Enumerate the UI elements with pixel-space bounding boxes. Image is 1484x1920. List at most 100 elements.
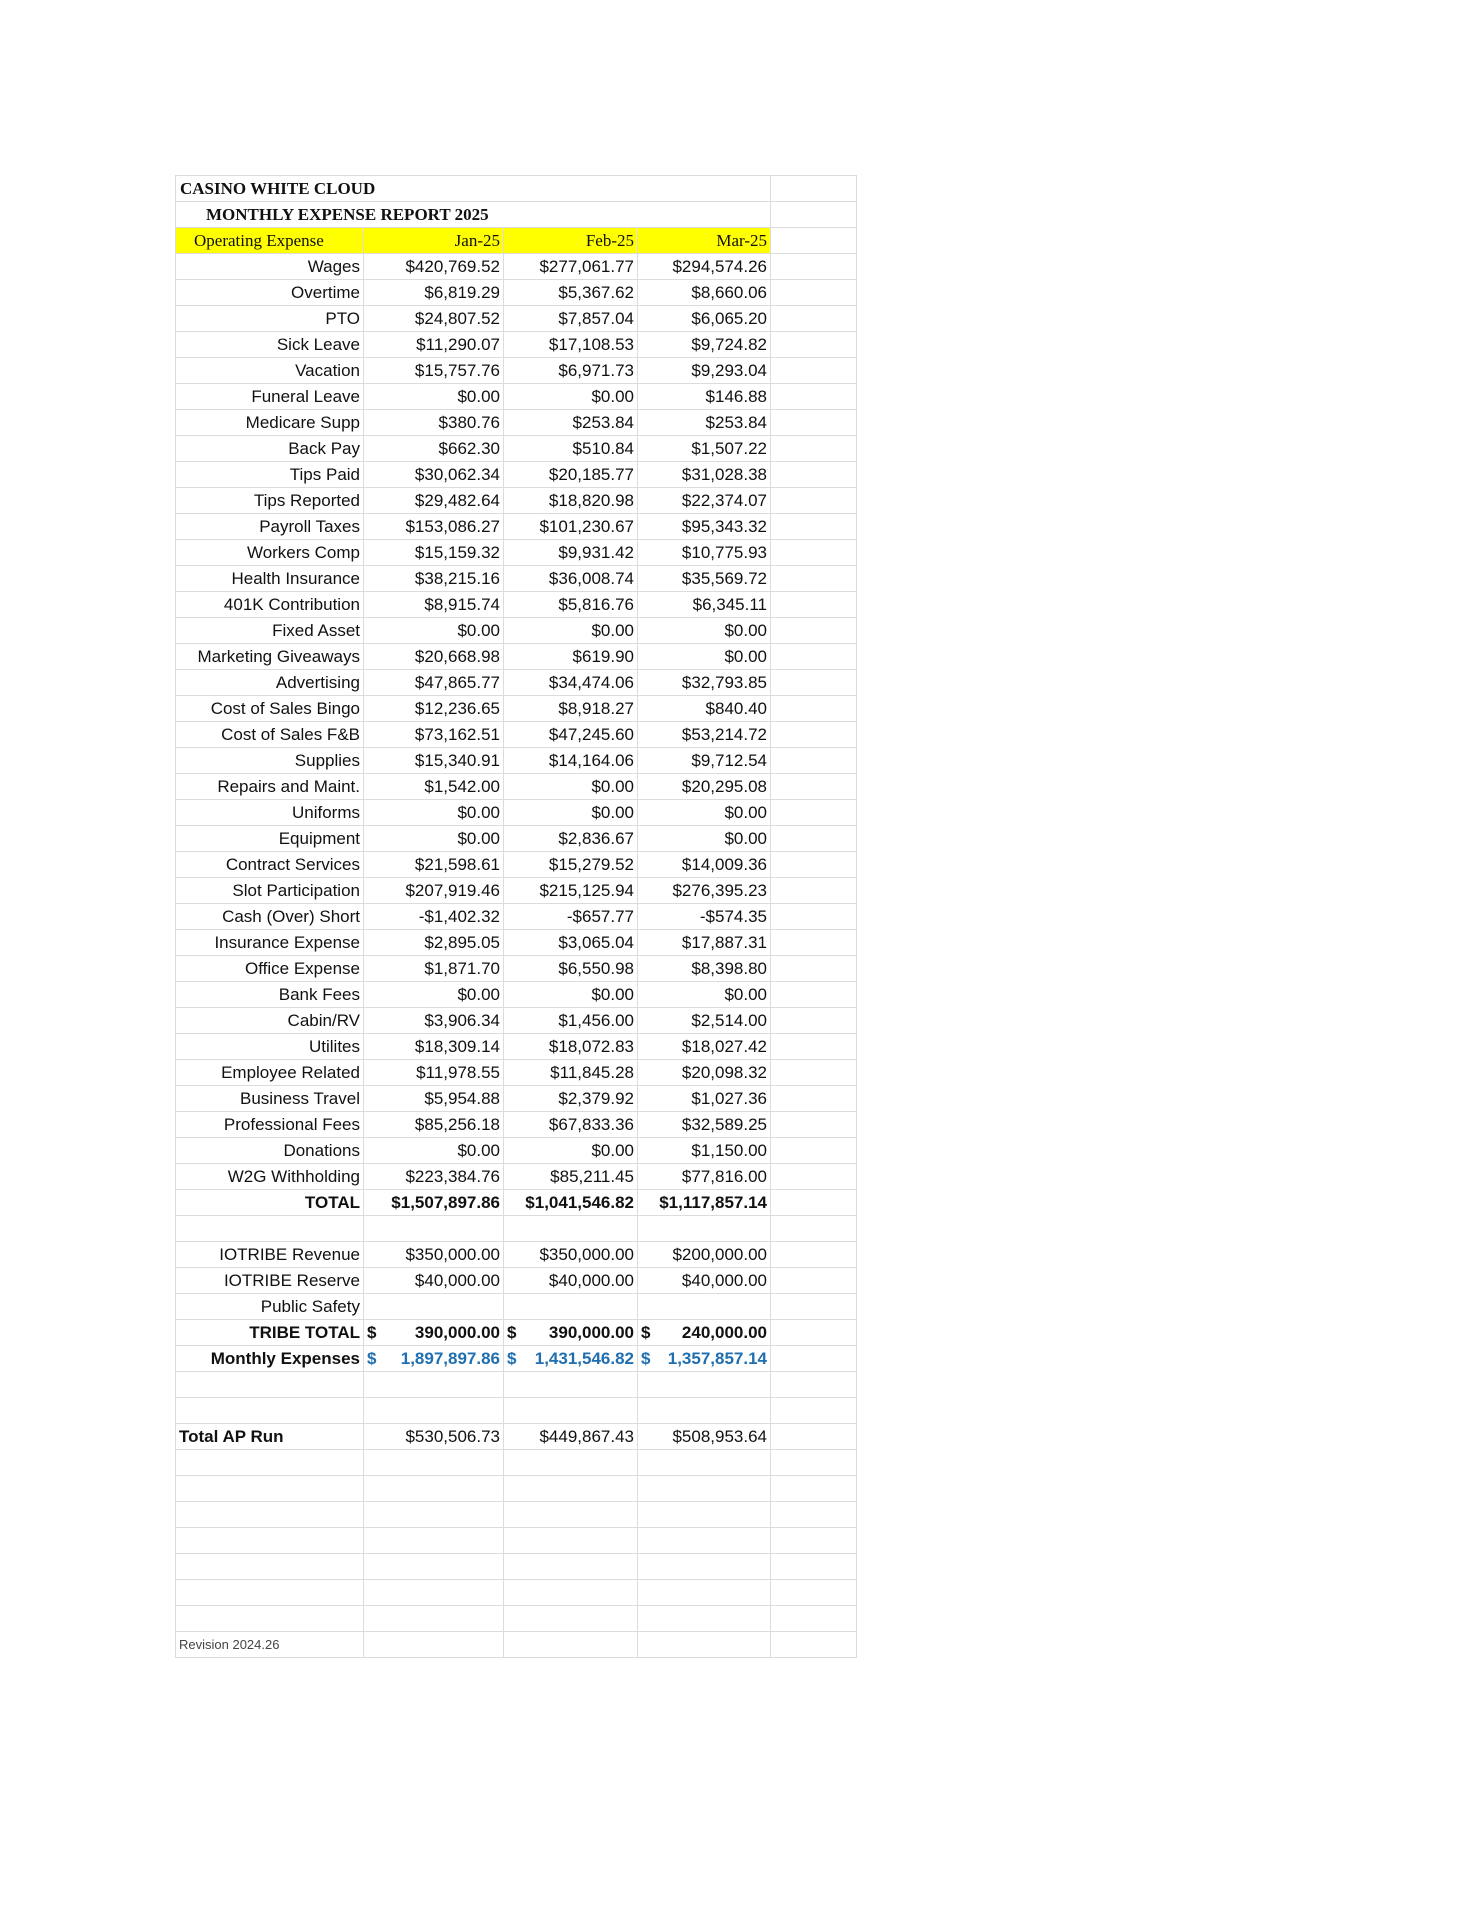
cell-value: $40,000.00 <box>503 1267 638 1294</box>
cell-value: $17,887.31 <box>637 929 771 956</box>
cell-value: $32,793.85 <box>637 669 771 696</box>
row-label: Donations <box>175 1137 364 1164</box>
cell-value: $15,279.52 <box>503 851 638 878</box>
cell-value: $1,542.00 <box>363 773 504 800</box>
cell-value <box>637 1579 771 1606</box>
row-label: Total AP Run <box>175 1423 364 1450</box>
cell-value: $8,398.80 <box>637 955 771 982</box>
subtitle-row: MONTHLY EXPENSE REPORT 2025 <box>175 201 857 228</box>
cell-value: $449,867.43 <box>503 1423 638 1450</box>
cell-value <box>363 1371 504 1398</box>
cell-value: $350,000.00 <box>503 1241 638 1268</box>
cell-value: $0.00 <box>503 799 638 826</box>
row-label: Uniforms <box>175 799 364 826</box>
cell-value: $7,857.04 <box>503 305 638 332</box>
expense-row: Funeral Leave $0.00 $0.00 $146.88 <box>175 383 857 410</box>
cell-value: $0.00 <box>503 617 638 644</box>
cell-value <box>637 1371 771 1398</box>
cell-value: $18,820.98 <box>503 487 638 514</box>
cell-value: $101,230.67 <box>503 513 638 540</box>
cell-value: $34,474.06 <box>503 669 638 696</box>
cell-value <box>363 1215 504 1242</box>
header-month: Feb-25 <box>503 227 638 254</box>
cell-value: $3,065.04 <box>503 929 638 956</box>
row-label: IOTRIBE Reserve <box>175 1267 364 1294</box>
cell-value: $1,027.36 <box>637 1085 771 1112</box>
row-label: IOTRIBE Revenue <box>175 1241 364 1268</box>
row-label: Public Safety <box>175 1293 364 1320</box>
row-label: Tips Paid <box>175 461 364 488</box>
row-label: Monthly Expenses <box>175 1345 364 1372</box>
blank-row <box>175 1553 857 1580</box>
cell-value: $420,769.52 <box>363 253 504 280</box>
cell-value <box>637 1293 771 1320</box>
row-label: Health Insurance <box>175 565 364 592</box>
cell-value: $6,065.20 <box>637 305 771 332</box>
expense-row: W2G Withholding $223,384.76 $85,211.45 $77,… <box>175 1163 857 1190</box>
cell-value: $20,668.98 <box>363 643 504 670</box>
row-label <box>175 1371 364 1398</box>
cell-value: $67,833.36 <box>503 1111 638 1138</box>
cell-value: $30,062.34 <box>363 461 504 488</box>
amount: 240,000.00 <box>681 1322 767 1342</box>
cell-value: $0.00 <box>503 1137 638 1164</box>
blank-row <box>175 1449 857 1476</box>
currency-symbol: $ <box>641 1322 651 1342</box>
expense-row: PTO $24,807.52 $7,857.04 $6,065.20 <box>175 305 857 332</box>
cell-value: $15,757.76 <box>363 357 504 384</box>
cell-value: $0.00 <box>637 799 771 826</box>
row-label: Sick Leave <box>175 331 364 358</box>
row-label: 401K Contribution <box>175 591 364 618</box>
tribe-row: IOTRIBE Reserve $40,000.00 $40,000.00 $40,0… <box>175 1267 857 1294</box>
expense-row: Equipment $0.00 $2,836.67 $0.00 <box>175 825 857 852</box>
row-label: Employee Related <box>175 1059 364 1086</box>
cell-value: $10,775.93 <box>637 539 771 566</box>
cell-value: -$574.35 <box>637 903 771 930</box>
ap-run-row: Total AP Run $530,506.73 $449,867.43 $508,9… <box>175 1423 857 1450</box>
expense-row: Sick Leave $11,290.07 $17,108.53 $9,724.82 <box>175 331 857 358</box>
amount: 390,000.00 <box>548 1322 634 1342</box>
expense-row: Fixed Asset $0.00 $0.00 $0.00 <box>175 617 857 644</box>
expense-row: 401K Contribution $8,915.74 $5,816.76 $6,34… <box>175 591 857 618</box>
expense-row: Marketing Giveaways $20,668.98 $619.90 $0.0… <box>175 643 857 670</box>
cell-value: $1,150.00 <box>637 1137 771 1164</box>
cell-value: $2,836.67 <box>503 825 638 852</box>
currency-symbol: $ <box>507 1348 517 1368</box>
expense-row: Vacation $15,757.76 $6,971.73 $9,293.04 <box>175 357 857 384</box>
cell-value: $15,159.32 <box>363 539 504 566</box>
row-label: Slot Participation <box>175 877 364 904</box>
row-label <box>175 1475 364 1502</box>
cell-value <box>363 1631 504 1658</box>
expense-report-sheet: CASINO WHITE CLOUD MONTHLY EXPENSE REPOR… <box>175 175 857 1658</box>
cell-value: $619.90 <box>503 643 638 670</box>
row-label: Cash (Over) Short <box>175 903 364 930</box>
row-label: Wages <box>175 253 364 280</box>
cell-value: $85,256.18 <box>363 1111 504 1138</box>
header-label: Operating Expense <box>175 227 364 254</box>
blank-row <box>175 1579 857 1606</box>
row-label: TRIBE TOTAL <box>175 1319 364 1346</box>
row-label: Medicare Supp <box>175 409 364 436</box>
cell-value: $15,340.91 <box>363 747 504 774</box>
cell-value <box>503 1475 638 1502</box>
cell-value: $146.88 <box>637 383 771 410</box>
cell-value: $38,215.16 <box>363 565 504 592</box>
cell-value <box>637 1631 771 1658</box>
cell-value: $2,514.00 <box>637 1007 771 1034</box>
amount: 1,357,857.14 <box>667 1348 767 1368</box>
cell-value: $1,507.22 <box>637 435 771 462</box>
cell-value: $6,550.98 <box>503 955 638 982</box>
currency-symbol: $ <box>507 1322 517 1342</box>
cell-value: $8,915.74 <box>363 591 504 618</box>
cell-value <box>363 1501 504 1528</box>
header-month: Jan-25 <box>363 227 504 254</box>
cell-value: $18,072.83 <box>503 1033 638 1060</box>
expense-row: Cost of Sales F&B $73,162.51 $47,245.60 $53… <box>175 721 857 748</box>
row-label: Workers Comp <box>175 539 364 566</box>
expense-row: Donations $0.00 $0.00 $1,150.00 <box>175 1137 857 1164</box>
cell-value: $47,245.60 <box>503 721 638 748</box>
tribe-total-row: TRIBE TOTAL $390,000.00 $390,000.00 $240,00… <box>175 1319 857 1346</box>
row-label: Supplies <box>175 747 364 774</box>
cell-value: $3,906.34 <box>363 1007 504 1034</box>
cell-value: $29,482.64 <box>363 487 504 514</box>
